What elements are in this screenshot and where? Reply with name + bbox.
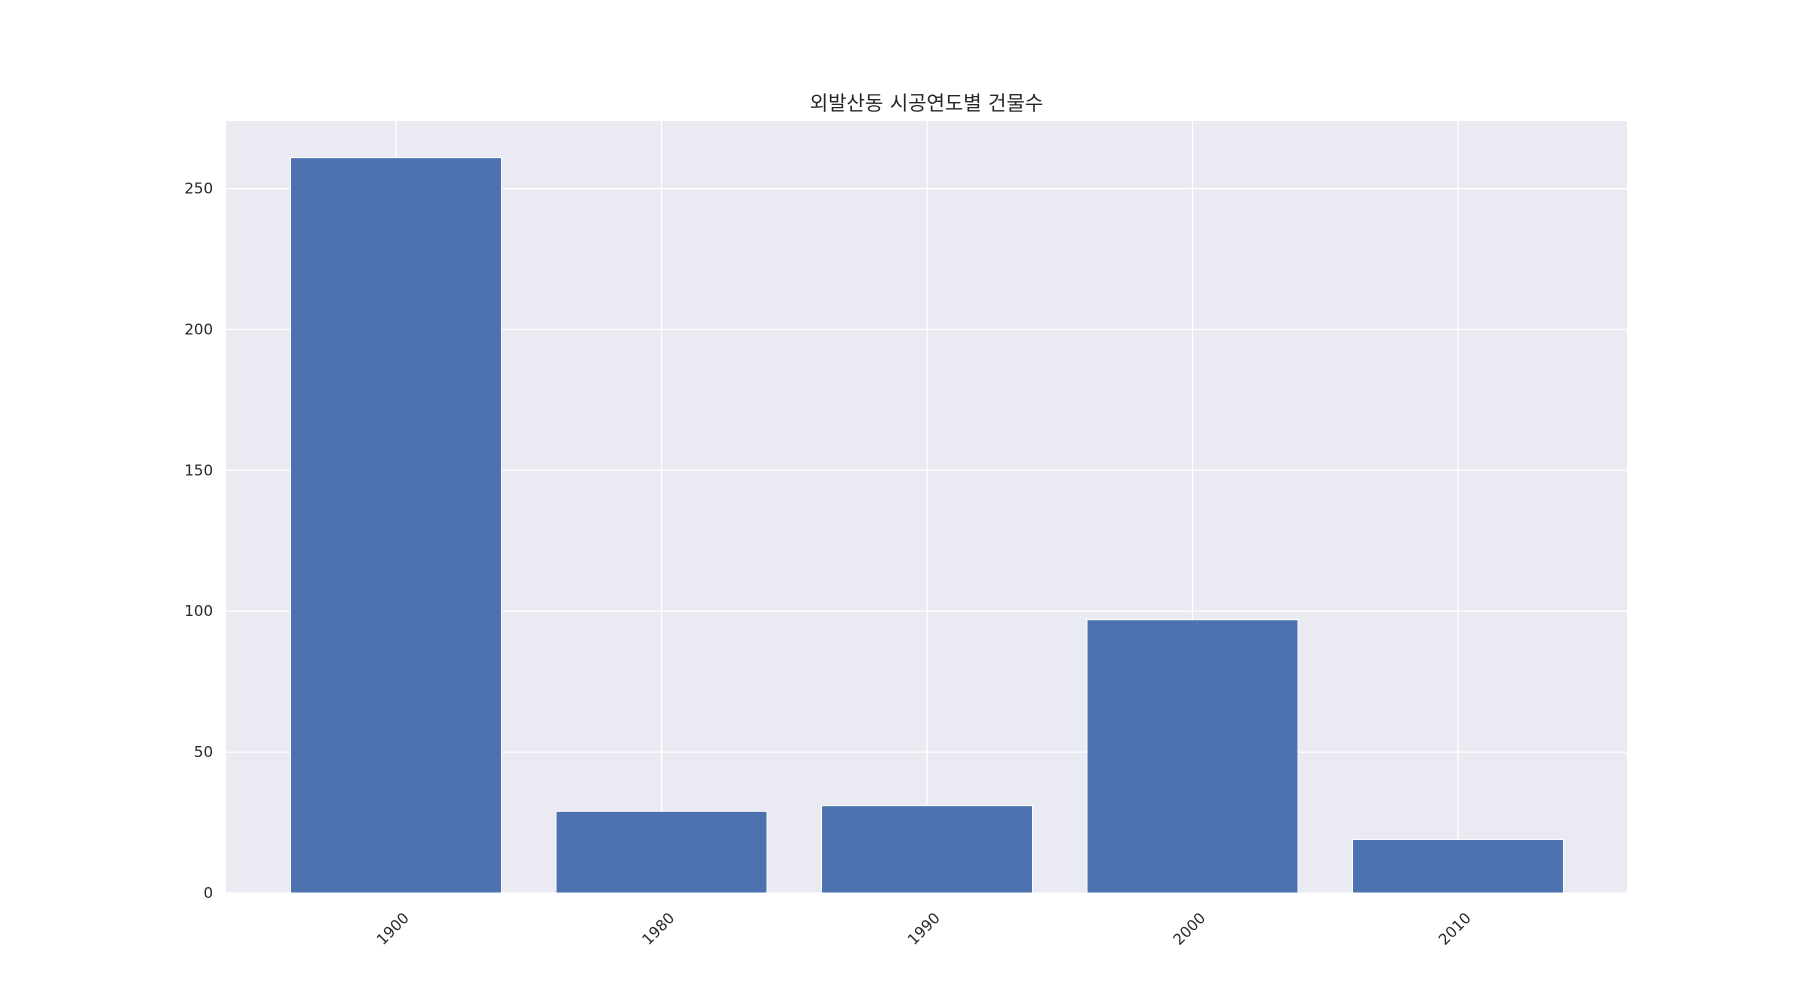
y-tick-label: 100 [184, 602, 213, 620]
bar-1990 [821, 805, 1033, 894]
x-tick-label: 1900 [373, 909, 413, 949]
x-tick-label: 1990 [904, 909, 944, 949]
x-tick-label: 2010 [1435, 909, 1475, 949]
bar-2010 [1352, 838, 1564, 894]
x-tick-label: 2000 [1170, 909, 1210, 949]
x-tick-label: 1980 [639, 909, 679, 949]
x-tick-labels: 1900 1980 1990 2000 2010 [373, 909, 1475, 949]
bar-2000 [1086, 619, 1299, 894]
y-tick-labels: 0 50 100 150 200 250 [184, 180, 213, 902]
y-tick-label: 200 [184, 320, 213, 338]
y-tick-label: 50 [194, 743, 213, 761]
chart-title: 외발산동 시공연도별 건물수 [810, 91, 1044, 115]
y-tick-label: 0 [203, 884, 213, 902]
bars [290, 157, 1564, 894]
y-tick-label: 250 [184, 180, 213, 198]
y-tick-label: 150 [184, 461, 213, 479]
bar-1900 [290, 157, 502, 894]
bar-1980 [555, 810, 768, 894]
